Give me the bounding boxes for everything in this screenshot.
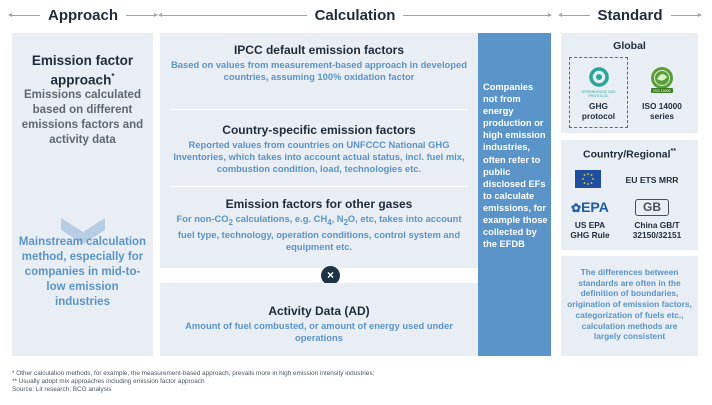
calculation-header-title: Calculation bbox=[314, 6, 396, 24]
header-rule-right bbox=[670, 12, 702, 17]
approach-title: Emission factor approach* bbox=[31, 53, 134, 88]
chevron-down-icon bbox=[60, 218, 105, 244]
standards-note-panel: The differences between standards are of… bbox=[561, 256, 698, 356]
us-epa-logo: ✿EPA bbox=[571, 199, 609, 215]
ipcc-title: IPCC default emission factors bbox=[233, 43, 405, 57]
country-specific-title: Country-specific emission factors bbox=[222, 123, 416, 137]
global-title: Global bbox=[613, 40, 646, 52]
approach-conclusion: Mainstream calculation method, especiall… bbox=[18, 236, 147, 308]
standard-header: Standard bbox=[558, 4, 702, 26]
epa-flower-icon: ✿ bbox=[571, 201, 582, 215]
multiply-icon: × bbox=[321, 266, 340, 285]
global-standards-panel: Global GREENHOUSE GAS PROTOCOL GHG proto… bbox=[561, 33, 698, 133]
epa-logo-text: EPA bbox=[581, 199, 609, 215]
iso-logo-text: ISO 14000 bbox=[653, 89, 670, 93]
highlight-box bbox=[569, 57, 628, 128]
activity-section: Activity Data (AD) Amount of fuel combus… bbox=[168, 304, 470, 344]
ghg-logo-text: GREENHOUSE GAS PROTOCOL bbox=[581, 90, 616, 98]
approach-header: Approach bbox=[8, 4, 159, 26]
activity-title: Activity Data (AD) bbox=[268, 304, 370, 318]
calculation-header: Calculation bbox=[158, 4, 552, 26]
section-divider bbox=[170, 109, 468, 110]
header-rule-left bbox=[158, 12, 307, 17]
us-epa-label: US EPA GHG Rule bbox=[570, 220, 610, 240]
approach-description: Emissions calculated based on different … bbox=[21, 89, 144, 146]
country-specific-description: Reported values from countries on UNFCCC… bbox=[173, 139, 465, 174]
approach-footnote-mark: * bbox=[111, 72, 115, 81]
section-divider bbox=[170, 186, 468, 187]
ghg-protocol-label: GHG protocol bbox=[581, 101, 616, 121]
iso-14000-label: ISO 14000 series bbox=[642, 101, 682, 121]
header-rule-right bbox=[126, 12, 159, 17]
public-ef-callout-text: Companies not from energy production or … bbox=[483, 82, 548, 250]
other-gases-title: Emission factors for other gases bbox=[225, 197, 413, 211]
other-gases-description: For non-CO2 calculations, e.g. CH4, N2O,… bbox=[176, 213, 462, 252]
country-footnote-mark: ** bbox=[670, 148, 676, 155]
emission-factors-panel: IPCC default emission factors Based on v… bbox=[160, 33, 478, 268]
china-gb-logo: GB bbox=[635, 199, 669, 216]
standards-note: The differences between standards are of… bbox=[567, 267, 692, 342]
country-specific-section: Country-specific emission factors Report… bbox=[168, 123, 470, 175]
ipcc-description: Based on values from measurement-based a… bbox=[171, 59, 467, 82]
approach-panel: Emission factor approach* Emissions calc… bbox=[12, 33, 153, 356]
footnote-source: Source: Lit research; BCG analysis bbox=[12, 386, 112, 393]
public-ef-callout: Companies not from energy production or … bbox=[478, 33, 551, 356]
approach-header-title: Approach bbox=[48, 6, 119, 24]
standard-header-title: Standard bbox=[597, 6, 663, 24]
country-regional-title: Country/Regional** bbox=[583, 148, 676, 161]
header-rule-left bbox=[558, 12, 590, 17]
activity-description: Amount of fuel combusted, or amount of e… bbox=[185, 320, 453, 343]
country-standards-panel: Country/Regional** EU ETS MRR ✿EPA US EP… bbox=[561, 140, 698, 250]
footnote-measurement: * Other calculation methods, for example… bbox=[12, 370, 375, 377]
china-gb-label: China GB/T 32150/32151 bbox=[632, 220, 682, 240]
activity-data-panel: Activity Data (AD) Amount of fuel combus… bbox=[160, 283, 478, 356]
ghg-protocol-logo bbox=[589, 67, 609, 87]
other-gases-section: Emission factors for other gases For non… bbox=[168, 197, 470, 253]
eu-ets-mrr-label: EU ETS MRR bbox=[625, 175, 679, 185]
iso-14000-logo: ISO 14000 bbox=[651, 67, 673, 93]
header-rule-left bbox=[8, 12, 40, 17]
footnote-mix-approach: ** Usually adopt mix approaches includin… bbox=[12, 378, 205, 385]
gb-logo-text: GB bbox=[643, 200, 661, 214]
ipcc-section: IPCC default emission factors Based on v… bbox=[168, 43, 470, 83]
header-rule-right bbox=[403, 12, 552, 17]
eu-flag-icon bbox=[575, 170, 601, 188]
